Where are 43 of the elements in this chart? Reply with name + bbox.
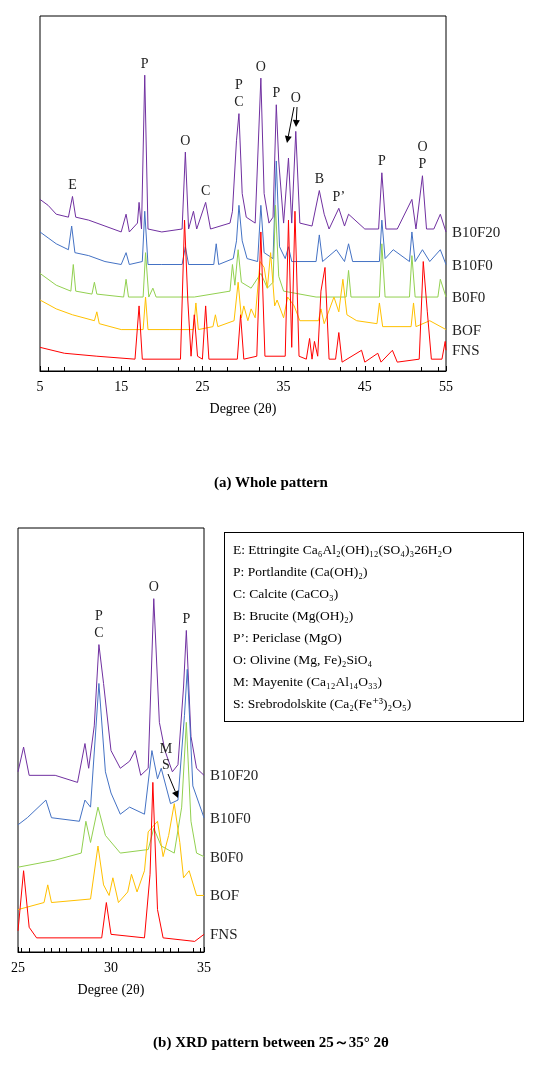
series-label: B0F0 [210,848,244,865]
series-label: B10F20 [452,223,501,240]
annotation: O [148,579,159,595]
x-axis-title: Degree (2θ) [209,400,277,417]
x-tick-label: 25 [195,378,210,394]
x-axis-title: Degree (2θ) [77,981,145,998]
key-box: E: Ettringite Ca₆Al₂(OH)₁₂(SO₄)₃26H₂O P: Portlandite (Ca(OH)₂) C: Calcite (CaCO₃) B: Brucite (Mg(OH)₂) P’: Periclase (MgO) O: Olivine (Mg, Fe)₂SiO₄ M: Mayenite (Ca₁₂Al₁₄O₃₃) S: Srebrodolskite (Ca₂(Fe⁺³)₂O₅) [224,532,524,722]
series-label: B0F0 [452,289,486,306]
series-label: B10F0 [210,809,251,826]
annotation: O [417,139,428,155]
annotation: P’ [332,188,346,204]
annotation: E [68,176,77,192]
x-tick-label: 5 [36,378,44,394]
x-tick-label: 15 [114,378,129,394]
annotation: P [140,55,149,71]
annotation: P [95,608,104,624]
annotation: O [180,132,191,148]
annotation: C [94,625,104,641]
annotation: O [255,58,266,74]
series-label: BOF [452,321,482,338]
series-label: B10F20 [210,767,259,784]
x-tick-label: 30 [104,959,118,975]
text: (b) XRD pattern between 25～35° 2θ [153,1033,390,1051]
annotation: C [200,182,211,198]
annotation: O [290,89,301,105]
series-label: FNS [452,342,480,359]
annotation: P [377,153,386,169]
x-tick-label: 35 [276,378,291,394]
annotation: M S [159,740,173,772]
series-label: FNS [210,926,238,943]
annotation: C [234,94,244,110]
text: (a) Whole pattern [214,473,329,491]
x-tick-label: 25 [11,959,25,975]
annotation: P [418,156,427,172]
annotation: B [314,171,324,187]
annotation: P [182,610,191,626]
x-tick-label: 45 [357,378,372,394]
series-label: BOF [210,887,240,904]
annotation: P [235,77,244,93]
series-label: B10F0 [452,256,493,273]
annotation: P [272,85,281,101]
x-tick-label: 55 [439,378,453,394]
x-tick-label: 35 [197,959,211,975]
